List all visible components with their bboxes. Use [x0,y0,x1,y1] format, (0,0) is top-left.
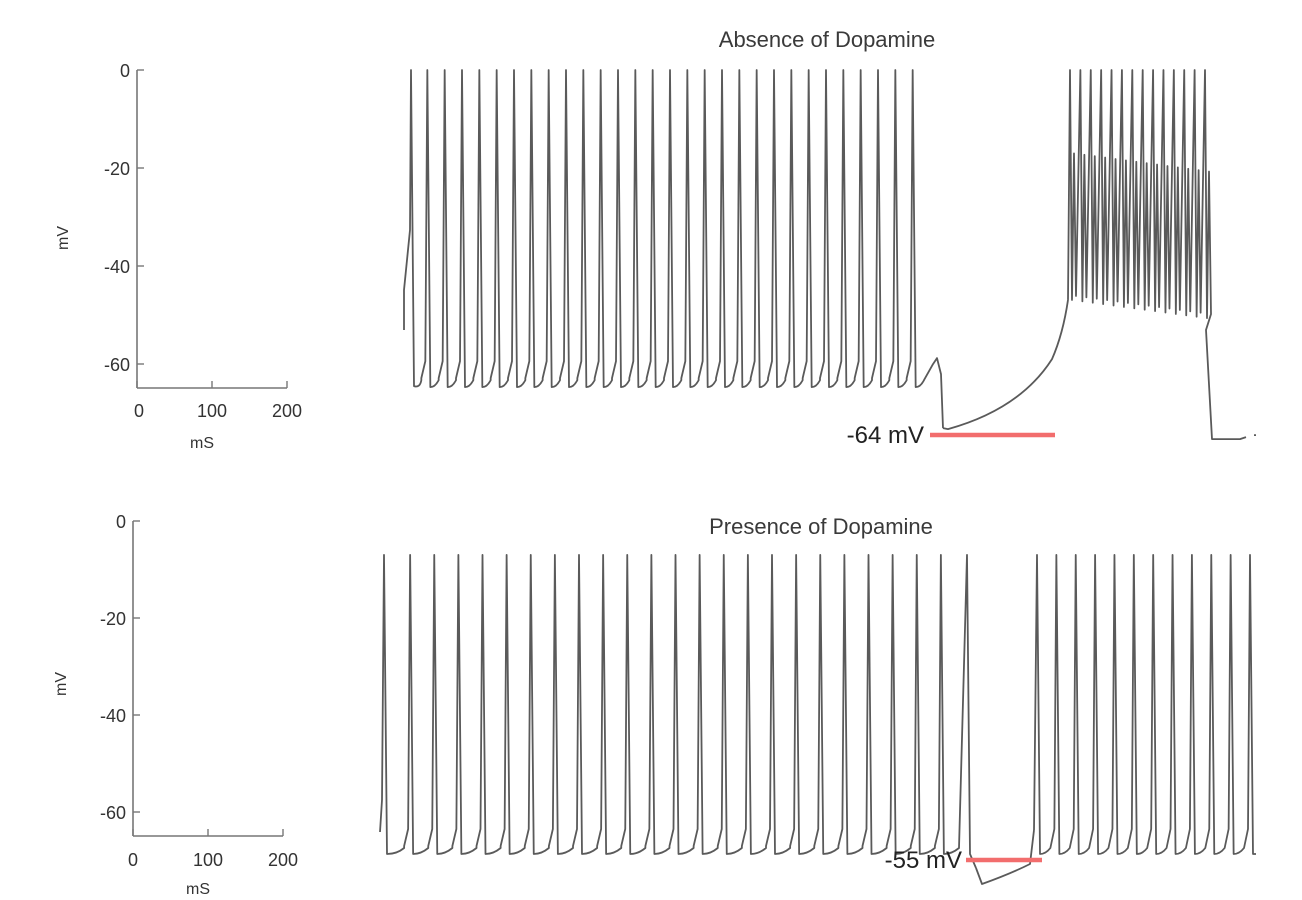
y-tick-label: -40 [100,706,126,726]
trace-phase-2 [1067,69,1256,441]
trace-trough [975,829,1035,885]
y-tick-label: -60 [104,355,130,375]
x-tick-label: 100 [197,401,227,421]
y-tick-label: -40 [104,257,130,277]
y-tick-label: 0 [116,512,126,532]
x-tick-label: 100 [193,850,223,870]
y-tick-label: -20 [104,159,130,179]
voltage-trace-absence [403,69,1256,441]
y-tick-label: 0 [120,61,130,81]
scale-bar-axes-2: 0 -20 -40 -60 0 100 200 mS mV [53,512,298,898]
trace-ramp [942,299,1069,431]
baseline-annotation: -55 mV [885,847,962,874]
x-tick-label: 0 [128,850,138,870]
panel-absence: 0 -20 -40 -60 0 100 200 mS mV Absence of… [55,27,1256,452]
x-axis-label: mS [186,881,210,898]
x-axis-label: mS [190,435,214,452]
x-tick-label: 200 [268,850,298,870]
trace-phase-2 [1033,554,1256,855]
chart-title: Presence of Dopamine [709,514,933,539]
trace-phase-1 [403,69,944,429]
y-tick-label: -60 [100,803,126,823]
voltage-trace-presence [379,554,1256,885]
y-axis-label: mV [55,226,72,250]
x-tick-label: 0 [134,401,144,421]
y-tick-label: -20 [100,609,126,629]
y-axis-label: mV [53,672,70,696]
panel-presence: 0 -20 -40 -60 0 100 200 mS mV Presence o… [53,512,1256,898]
x-tick-label: 200 [272,401,302,421]
baseline-annotation: -64 mV [847,422,924,449]
scale-bar-axes-1: 0 -20 -40 -60 0 100 200 mS mV [55,61,302,452]
chart-title: Absence of Dopamine [719,27,935,52]
trace-phase-1 [379,554,977,869]
